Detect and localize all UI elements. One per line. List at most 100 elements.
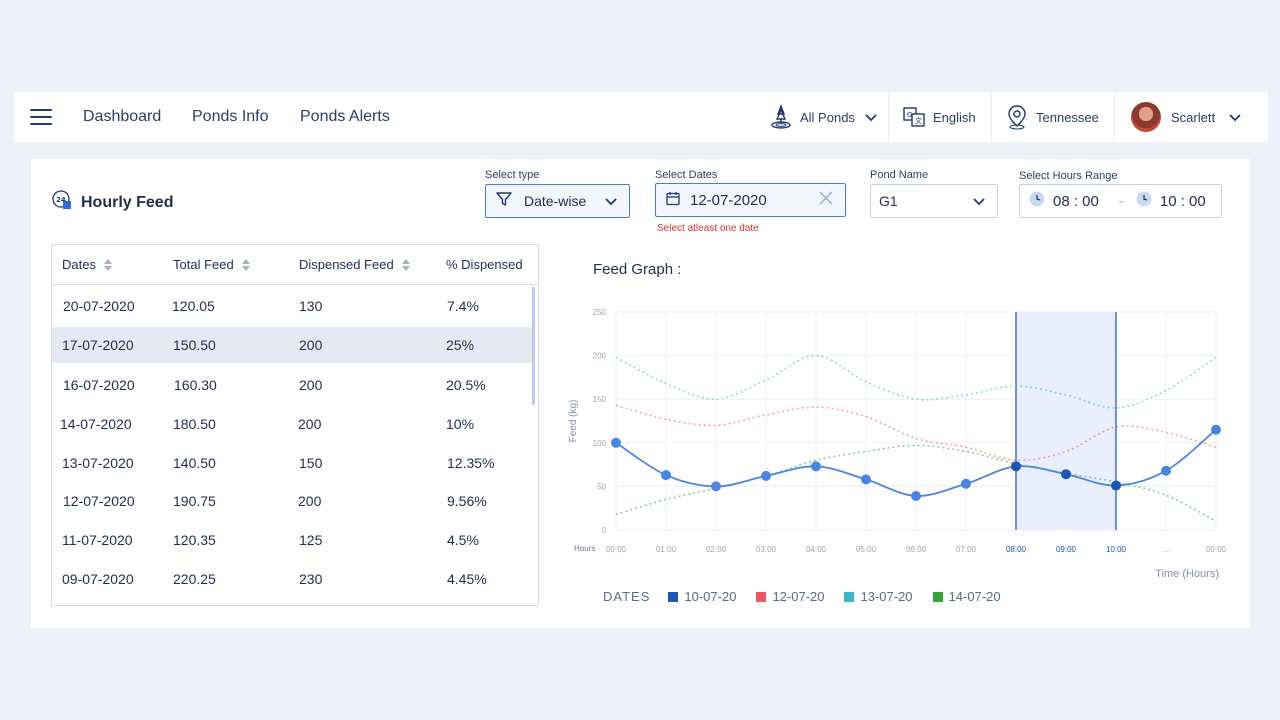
cell-date: 20-07-2020 [63, 298, 135, 314]
legend-item[interactable]: 10-07-20 [668, 589, 736, 604]
legend-label: 14-07-20 [948, 589, 1001, 604]
cell-percent-dispensed: 10% [446, 416, 475, 432]
select-dates-label: Select Dates [655, 169, 718, 181]
x-tick-label: 04:00 [806, 545, 827, 554]
legend-item[interactable]: 13-07-20 [844, 589, 913, 604]
column-header-dates[interactable]: Dates [62, 257, 113, 272]
table-row[interactable]: 12-07-2020 190.75 200 9.56% [52, 483, 532, 519]
y-tick-label: 250 [593, 308, 607, 317]
ponds-dropdown[interactable]: All Ponds [770, 92, 877, 142]
cell-date: 11-07-2020 [62, 532, 133, 548]
data-point[interactable] [761, 470, 771, 481]
cell-date: 17-07-2020 [62, 337, 134, 353]
column-header-label: Dispensed Feed [299, 257, 394, 272]
pond-icon [770, 104, 792, 130]
y-tick-label: 200 [593, 352, 607, 361]
cell-percent-dispensed: 12.35% [447, 455, 495, 471]
x-tick-label: 00:00 [606, 545, 627, 554]
x-tick-label: 06:00 [906, 545, 927, 554]
column-header-percent-dispensed[interactable]: % Dispensed [446, 257, 523, 272]
hamburger-menu-icon[interactable] [30, 109, 52, 125]
x-tick-label: 08:00 [1006, 545, 1027, 554]
filter-icon [496, 191, 512, 211]
clock-icon [1029, 191, 1045, 211]
table-row[interactable]: 14-07-2020 180.50 200 10% [52, 406, 532, 442]
legend-item[interactable]: 12-07-20 [756, 589, 824, 604]
y-tick-label: 100 [593, 439, 607, 448]
column-header-label: Total Feed [173, 257, 234, 272]
data-point[interactable] [661, 470, 671, 481]
table-row[interactable]: 17-07-2020 150.50 200 25% [52, 327, 532, 363]
column-header-total-feed[interactable]: Total Feed [173, 257, 251, 272]
cell-total-feed: 140.50 [173, 455, 216, 471]
table-row[interactable]: 13-07-2020 140.50 150 12.35% [52, 445, 532, 481]
data-point[interactable] [961, 478, 971, 489]
svg-text:G: G [907, 111, 912, 119]
cell-dispensed-feed: 200 [299, 377, 323, 393]
card-header: 24 Hourly Feed [51, 189, 173, 216]
cell-date: 16-07-2020 [63, 377, 135, 393]
cell-dispensed-feed: 200 [298, 416, 322, 432]
select-dates-value: 12-07-2020 [690, 191, 767, 209]
nav-link-dashboard[interactable]: Dashboard [83, 108, 162, 125]
x-tick-label: 05:00 [856, 545, 877, 554]
hours-range-input[interactable]: 08 : 00 - 10 : 00 [1019, 184, 1222, 218]
table-row[interactable]: 16-07-2020 160.30 200 20.5% [52, 367, 532, 403]
table-row[interactable]: 11-07-2020 120.35 125 4.5% [52, 522, 532, 558]
cell-dispensed-feed: 200 [299, 337, 323, 353]
clear-icon[interactable] [819, 191, 833, 209]
data-point[interactable] [911, 490, 921, 501]
select-dates-input[interactable]: 12-07-2020 [655, 183, 846, 217]
feed-line-chart: 0 50 100 150 200 250 Hours 00:00 01:00 02:00 03:00… [568, 308, 1227, 580]
column-header-dispensed-feed[interactable]: Dispensed Feed [299, 257, 411, 272]
chevron-down-icon [605, 193, 617, 210]
nav-link-ponds-info[interactable]: Ponds Info [192, 108, 269, 125]
x-tick-label: 07:00 [956, 545, 977, 554]
table-row[interactable]: 09-07-2020 220.25 230 4.45% [52, 561, 532, 597]
data-point[interactable] [711, 481, 721, 492]
location-selector[interactable]: Tennessee [1006, 92, 1099, 142]
select-type-value: Date-wise [524, 193, 587, 209]
sort-icon[interactable] [241, 258, 251, 271]
y-tick-label: 50 [597, 482, 606, 491]
cell-percent-dispensed: 25% [446, 337, 475, 353]
user-name: Scarlett [1171, 109, 1216, 125]
data-point[interactable] [1161, 465, 1171, 476]
select-type-dropdown[interactable]: Date-wise [485, 184, 630, 218]
data-point[interactable] [1011, 461, 1021, 472]
ponds-label: All Ponds [800, 109, 855, 125]
table-row[interactable]: 20-07-2020 120.05 130 7.4% [52, 288, 532, 324]
data-point[interactable] [1061, 469, 1071, 480]
nav-divider [991, 92, 992, 142]
chart-legend: DATES 10-07-20 12-07-20 13-07-20 14-07-20 [603, 589, 1021, 604]
data-point[interactable] [811, 461, 821, 472]
sort-icon[interactable] [401, 258, 411, 271]
card-title: Hourly Feed [81, 193, 174, 211]
pond-name-value: G1 [879, 193, 898, 209]
calendar-icon [666, 191, 680, 210]
table-header: Dates Total Feed Dispensed Feed % Dispen… [52, 245, 538, 285]
data-point[interactable] [1211, 424, 1221, 435]
cell-dispensed-feed: 125 [299, 532, 323, 548]
pond-name-dropdown[interactable]: G1 [870, 184, 998, 218]
nav-divider [888, 92, 889, 142]
legend-label: 12-07-20 [772, 589, 825, 604]
hours-range-label: Select Hours Range [1019, 170, 1118, 182]
hours-to-value[interactable]: 10 : 00 [1159, 192, 1206, 210]
sort-icon[interactable] [103, 258, 113, 271]
hours-from-value[interactable]: 08 : 00 [1053, 192, 1099, 210]
select-type-label: Select type [485, 169, 540, 181]
data-point[interactable] [611, 437, 621, 448]
user-menu[interactable]: Scarlett [1131, 92, 1241, 142]
feed-graph-title: Feed Graph : [593, 261, 682, 278]
table-scrollbar[interactable] [532, 287, 535, 405]
legend-item[interactable]: 14-07-20 [932, 589, 1001, 604]
cell-date: 12-07-2020 [63, 493, 135, 509]
data-point[interactable] [861, 474, 871, 485]
legend-label: 13-07-20 [860, 589, 913, 604]
cell-dispensed-feed: 230 [299, 571, 323, 587]
nav-link-ponds-alerts[interactable]: Ponds Alerts [300, 108, 390, 125]
location-label: Tennessee [1036, 109, 1099, 125]
data-point[interactable] [1111, 480, 1121, 491]
